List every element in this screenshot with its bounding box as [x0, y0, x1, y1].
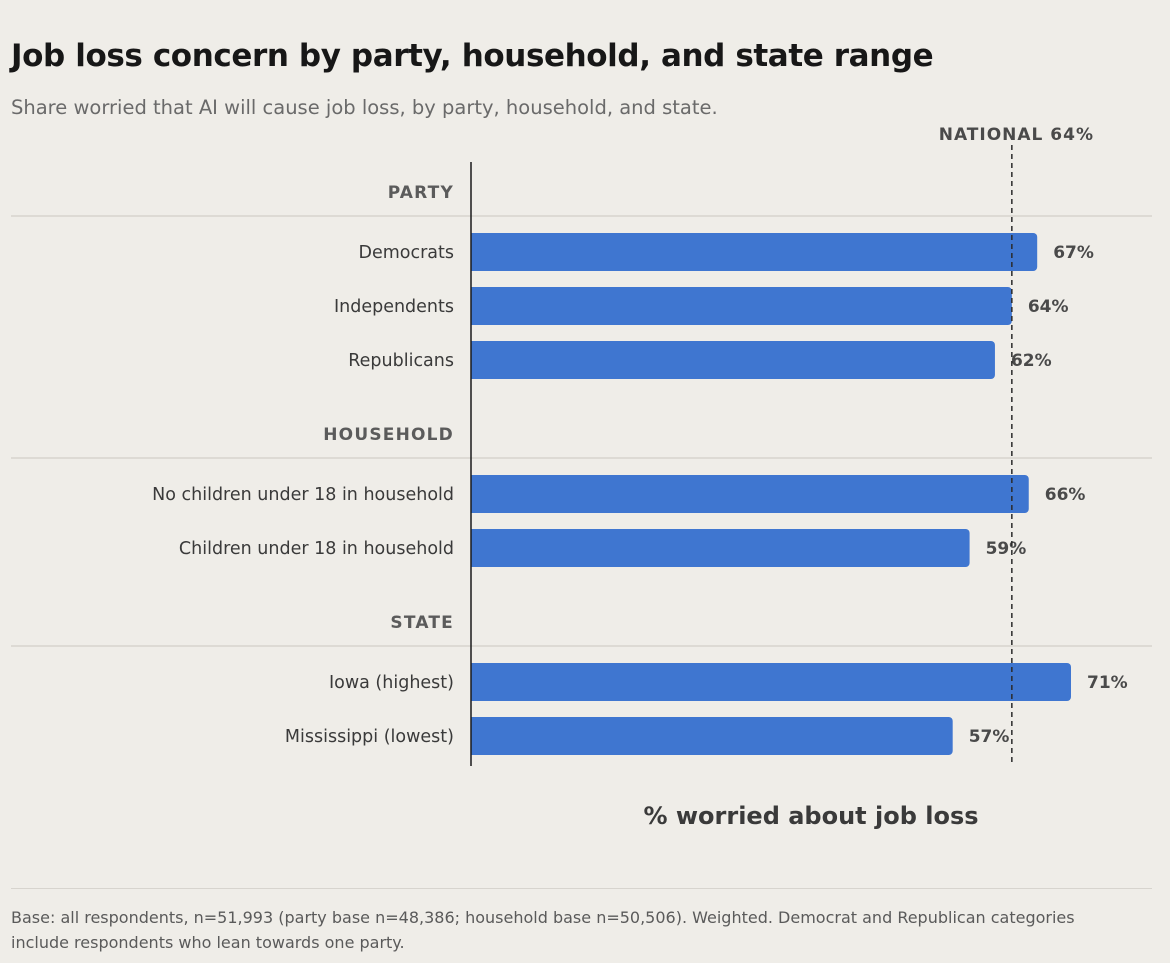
national-average-label: NATIONAL 64% — [939, 125, 1094, 145]
x-axis-title: % worried about job loss — [643, 802, 978, 830]
value-label: 66% — [1045, 485, 1086, 505]
value-label: 67% — [1053, 243, 1094, 263]
bar — [471, 287, 1012, 325]
category-label: Iowa (highest) — [329, 673, 454, 693]
category-label: Independents — [334, 297, 454, 317]
value-label: 62% — [1011, 351, 1052, 371]
bar — [471, 717, 953, 755]
bar — [471, 475, 1029, 513]
bar — [471, 529, 970, 567]
category-label: Republicans — [348, 351, 454, 371]
bar — [471, 233, 1038, 271]
bar-base — [471, 663, 477, 701]
value-label: 64% — [1028, 297, 1069, 317]
bar-base — [471, 475, 477, 513]
value-label: 57% — [969, 727, 1010, 747]
bar-chart: PARTY Democrats 67% Independents 64% Republic… — [11, 125, 1152, 830]
bar-base — [471, 341, 477, 379]
footer-divider — [11, 888, 1152, 889]
category-label: Children under 18 in household — [179, 539, 454, 559]
bar-base — [471, 287, 477, 325]
group-header-household: HOUSEHOLD — [323, 425, 454, 445]
chart-title: Job loss concern by party, household, an… — [11, 38, 934, 74]
bar-base — [471, 529, 477, 567]
group-header-state: STATE — [390, 613, 454, 633]
bar-base — [471, 717, 477, 755]
footnote: Base: all respondents, n=51,993 (party b… — [11, 908, 1075, 952]
value-label: 59% — [986, 539, 1027, 559]
category-label: Mississippi (lowest) — [285, 727, 454, 747]
category-label: Democrats — [358, 243, 454, 263]
group-header-party: PARTY — [388, 183, 454, 203]
category-label: No children under 18 in household — [152, 485, 454, 505]
bar-base — [471, 233, 477, 271]
bar — [471, 663, 1071, 701]
chart-subtitle: Share worried that AI will cause job los… — [11, 96, 718, 119]
bar — [471, 341, 995, 379]
value-label: 71% — [1087, 673, 1128, 693]
